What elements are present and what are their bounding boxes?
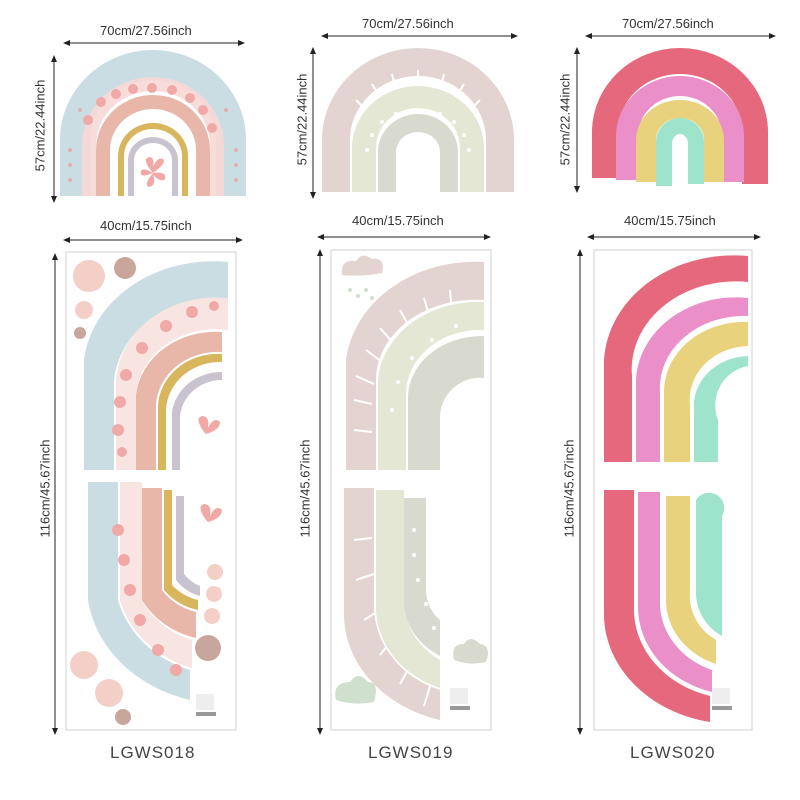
- p1-model-code: LGWS018: [110, 743, 196, 762]
- p1-sheet: [65, 251, 237, 731]
- p1-sheet-width-label: 40cm/15.75inch: [100, 218, 192, 233]
- p3-sheet-width-label: 40cm/15.75inch: [624, 213, 716, 228]
- p1-top-rainbow: [60, 50, 246, 196]
- p1-top-width-label: 70cm/27.56inch: [100, 23, 192, 38]
- p2-model-code: LGWS019: [368, 743, 454, 762]
- p2-sheet: [330, 249, 492, 731]
- p3-top-rainbow: [592, 48, 768, 186]
- dimension-arrows: [51, 33, 776, 735]
- p3-sheet: [593, 249, 753, 731]
- p2-top-width-label: 70cm/27.56inch: [362, 16, 454, 31]
- p2-sheet-width-label: 40cm/15.75inch: [352, 213, 444, 228]
- p3-model-code: LGWS020: [630, 743, 716, 762]
- p3-top-width-label: 70cm/27.56inch: [622, 16, 714, 31]
- p2-top-rainbow: [322, 48, 514, 192]
